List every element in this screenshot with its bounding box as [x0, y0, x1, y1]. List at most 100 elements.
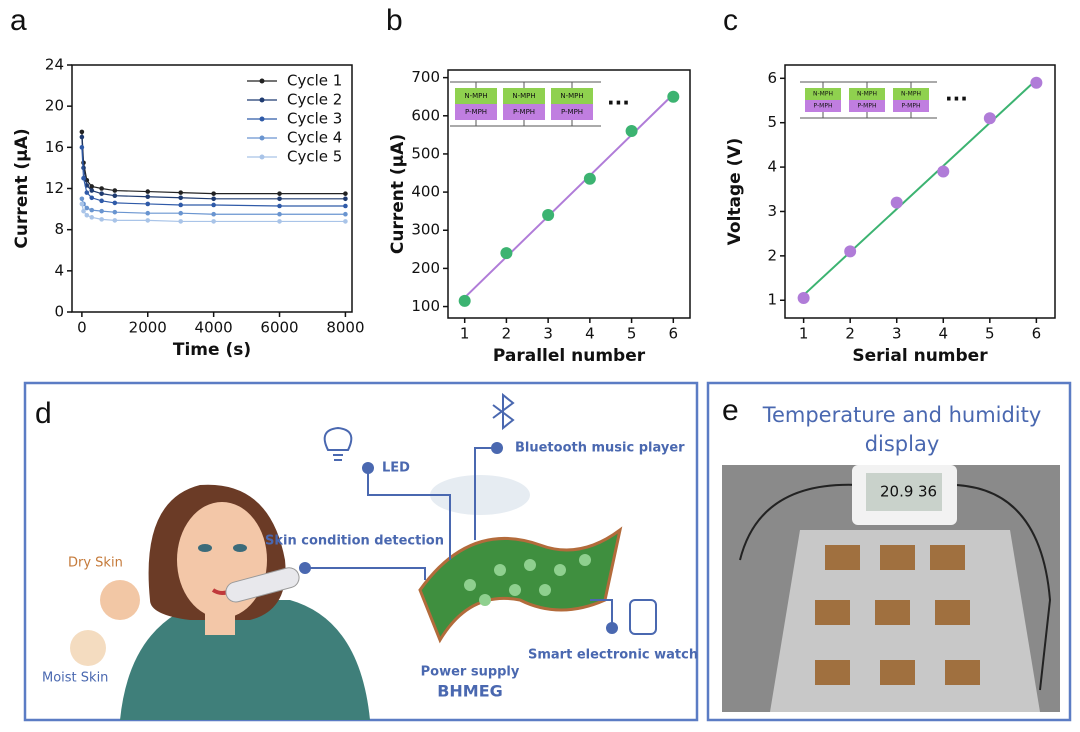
marker: [343, 191, 348, 196]
p-layer: [849, 100, 885, 112]
label: Moist Skin: [42, 671, 108, 686]
marker: [343, 203, 348, 209]
point: [625, 125, 638, 138]
trendline: [802, 79, 1038, 296]
legend-marker: [259, 154, 265, 160]
marker: [84, 212, 90, 218]
marker: [145, 210, 151, 216]
legend-marker: [259, 78, 265, 84]
y-tick-label: 4: [54, 261, 64, 279]
y-tick-label: 0: [54, 303, 64, 321]
marker: [343, 211, 348, 217]
marker: [211, 191, 216, 196]
x-tick-label: 2: [502, 325, 512, 343]
marker: [112, 193, 118, 199]
x-tick-label: 6: [1032, 325, 1042, 343]
legend-label: Cycle 2: [287, 91, 342, 109]
marker: [277, 196, 282, 202]
inset-label: P-MPH: [902, 103, 921, 110]
n-layer: [805, 88, 841, 100]
label: LED: [382, 461, 410, 476]
y-tick-label: 8: [54, 220, 64, 238]
legend-label: Cycle 4: [287, 129, 342, 147]
point: [583, 172, 596, 185]
n-layer: [455, 88, 497, 104]
y-tick-label: 1: [767, 291, 777, 309]
marker: [99, 191, 104, 196]
marker: [84, 190, 90, 195]
node: [491, 442, 503, 454]
y-axis-label: Current (μA): [388, 134, 408, 254]
marker: [112, 188, 118, 193]
legend-label: Cycle 1: [287, 72, 342, 90]
point: [797, 292, 810, 305]
marker: [277, 211, 282, 217]
inset-label: N-MPH: [560, 92, 583, 100]
x-tick-label: 3: [892, 325, 902, 343]
panel-letter: d: [35, 397, 52, 430]
bhmeg-device: [418, 475, 623, 644]
p-layer: [805, 100, 841, 112]
humidity: 36: [918, 483, 937, 501]
inset-label: N-MPH: [857, 91, 877, 98]
inset-ellipsis: ···: [607, 91, 630, 115]
marker: [277, 191, 282, 196]
x-tick-label: 1: [799, 325, 809, 343]
marker: [211, 219, 216, 224]
marker: [178, 190, 184, 195]
point: [890, 196, 903, 209]
x-tick-label: 5: [627, 325, 637, 343]
point: [500, 247, 513, 260]
legend-label: Cycle 3: [287, 110, 342, 128]
label: Smart electronic watch: [528, 648, 698, 663]
node: [606, 622, 618, 634]
y-tick-label: 700: [411, 68, 440, 86]
marker: [178, 219, 184, 224]
y-tick-label: 12: [45, 179, 64, 197]
marker: [99, 217, 104, 222]
y-tick-label: 4: [767, 158, 777, 176]
inset-label: P-MPH: [858, 103, 877, 110]
marker: [79, 201, 85, 207]
marker: [211, 202, 216, 208]
panel-letter: c: [723, 4, 738, 37]
inset-label: N-MPH: [813, 91, 833, 98]
y-tick-label: 6: [767, 69, 777, 87]
point: [1030, 76, 1043, 89]
panel-title: display: [865, 432, 940, 456]
marker: [99, 186, 104, 191]
photo: [722, 465, 1060, 712]
legend-marker: [259, 135, 265, 141]
n-layer: [849, 88, 885, 100]
marker: [178, 210, 184, 216]
connector-lines: [305, 447, 613, 628]
marker: [99, 198, 104, 204]
marker: [79, 129, 85, 135]
marker: [145, 218, 151, 223]
panel-letter: b: [386, 4, 403, 37]
marker: [343, 219, 348, 224]
label: Dry Skin: [68, 556, 123, 571]
node: [362, 462, 374, 474]
x-tick-label: 4: [939, 325, 949, 343]
x-tick-label: 2: [845, 325, 855, 343]
inset-label: N-MPH: [512, 92, 535, 100]
marker: [277, 203, 282, 209]
marker: [211, 211, 216, 217]
point: [937, 165, 950, 178]
marker: [112, 209, 118, 215]
inset-label: P-MPH: [513, 108, 535, 116]
inset-label: P-MPH: [814, 103, 833, 110]
marker: [81, 208, 86, 214]
y-tick-label: 100: [411, 297, 440, 315]
legend-marker: [259, 97, 265, 103]
marker: [178, 195, 184, 201]
inset-ellipsis: ···: [945, 87, 968, 111]
x-tick-label: 6000: [260, 319, 298, 337]
marker: [89, 215, 95, 220]
y-tick-label: 2: [767, 246, 777, 264]
x-tick-label: 4: [585, 325, 595, 343]
y-axis-label: Current (μA): [12, 128, 32, 248]
marker: [178, 202, 184, 208]
